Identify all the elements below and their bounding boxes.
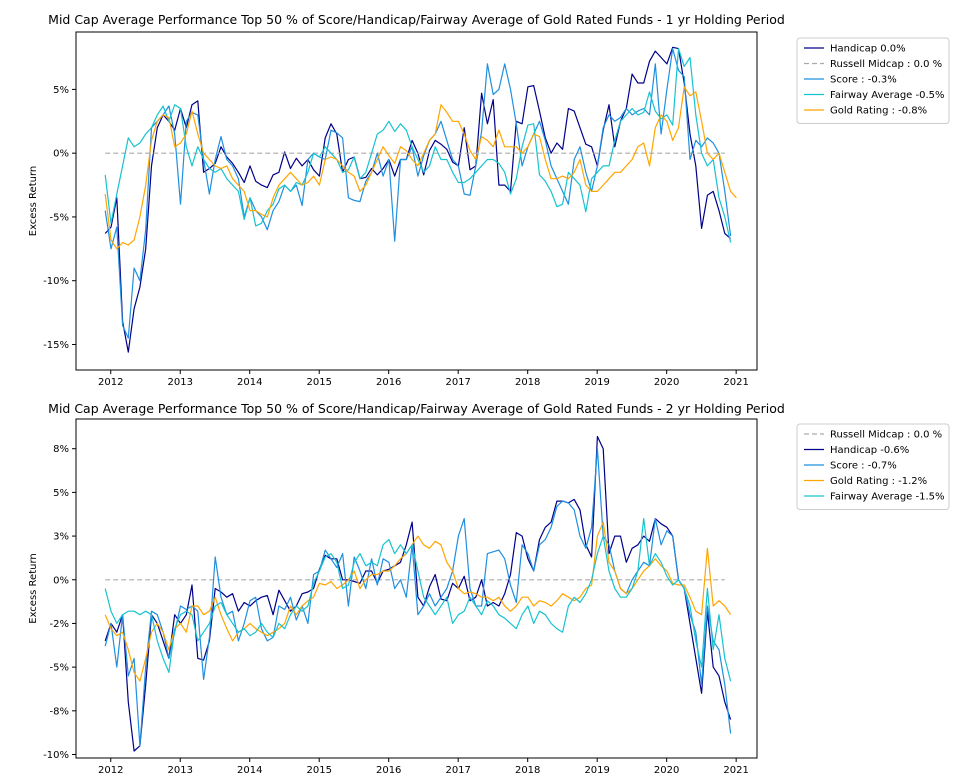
legend-label: Russell Midcap : 0.0 % <box>830 59 942 70</box>
series-line-4 <box>104 521 732 682</box>
y-tick-label: -8% <box>50 706 69 717</box>
y-tick-label: -10% <box>43 750 69 761</box>
x-tick-label: 2014 <box>237 377 262 388</box>
y-tick-label: -5% <box>50 212 69 223</box>
x-tick-label: 2016 <box>376 377 401 388</box>
x-tick-label: 2018 <box>515 765 540 776</box>
legend-label: Gold Rating : -1.2% <box>830 476 927 487</box>
x-tick-label: 2019 <box>584 765 609 776</box>
series-line-2 <box>104 435 732 752</box>
y-tick-label: -15% <box>43 340 69 351</box>
y-tick-label: 3% <box>53 532 69 543</box>
y-tick-label: 5% <box>53 85 69 96</box>
x-tick-label: 2021 <box>723 765 748 776</box>
x-tick-label: 2020 <box>654 765 679 776</box>
chart-title: Mid Cap Average Performance Top 50 % of … <box>48 401 785 416</box>
series-line-5 <box>104 518 732 682</box>
x-tick-label: 2017 <box>445 765 470 776</box>
chart-1: Mid Cap Average Performance Top 50 % of … <box>28 12 950 388</box>
legend-label: Handicap 0.0% <box>830 44 906 55</box>
plot-frame <box>75 418 758 759</box>
series-line-5 <box>104 86 737 250</box>
y-axis-label: Excess Return <box>28 166 39 237</box>
x-tick-label: 2018 <box>515 377 540 388</box>
x-tick-label: 2014 <box>237 765 262 776</box>
x-tick-label: 2013 <box>168 377 193 388</box>
series-line-3 <box>104 48 732 339</box>
y-tick-label: 5% <box>53 488 69 499</box>
legend-box <box>796 423 950 510</box>
x-tick-label: 2015 <box>306 765 331 776</box>
series-line-4 <box>104 48 732 243</box>
y-tick-label: -2% <box>50 619 69 630</box>
y-tick-label: -5% <box>50 663 69 674</box>
x-tick-label: 2012 <box>98 765 123 776</box>
x-tick-label: 2017 <box>445 377 470 388</box>
series-line-1 <box>104 46 731 353</box>
x-tick-label: 2019 <box>584 377 609 388</box>
legend-label: Handicap -0.6% <box>830 445 909 456</box>
legend-label: Gold Rating : -0.8% <box>830 106 927 117</box>
y-axis-label: Excess Return <box>28 553 39 624</box>
x-tick-label: 2013 <box>168 765 193 776</box>
series-group <box>104 46 737 353</box>
plot-frame <box>75 31 758 371</box>
legend-label: Russell Midcap : 0.0 % <box>830 430 942 441</box>
x-tick-label: 2015 <box>306 377 331 388</box>
y-tick-label: -10% <box>43 276 69 287</box>
y-tick-label: 0% <box>53 149 69 160</box>
y-tick-label: 8% <box>53 444 69 455</box>
legend-box <box>796 37 950 124</box>
x-tick-label: 2021 <box>723 377 748 388</box>
x-tick-label: 2016 <box>376 765 401 776</box>
y-tick-label: 0% <box>53 575 69 586</box>
chart-title: Mid Cap Average Performance Top 50 % of … <box>48 12 785 27</box>
legend-label: Fairway Average -1.5% <box>830 492 945 503</box>
legend-label: Fairway Average -0.5% <box>830 90 945 101</box>
x-tick-label: 2020 <box>654 377 679 388</box>
chart-2: Mid Cap Average Performance Top 50 % of … <box>28 401 950 776</box>
x-tick-label: 2012 <box>98 377 123 388</box>
legend-label: Score : -0.7% <box>830 461 897 472</box>
legend-label: Score : -0.3% <box>830 75 897 86</box>
series-group <box>104 435 732 752</box>
